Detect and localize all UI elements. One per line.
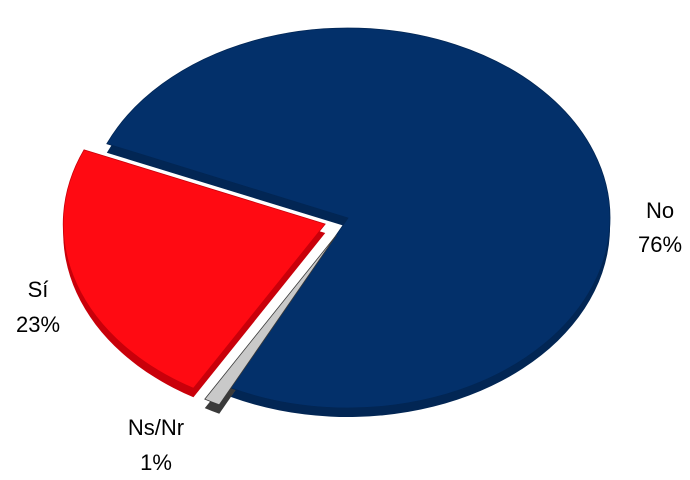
slice-label-nsnr: Ns/Nr <box>128 415 184 440</box>
pie-slice-nsnr <box>204 234 337 406</box>
slice-label-no: No <box>646 198 674 223</box>
slice-percent-no: 76% <box>638 232 682 257</box>
pie-slice-no <box>106 27 611 409</box>
pie-labels: No 76% Sí 23% Ns/Nr 1% <box>16 198 682 475</box>
slice-percent-nsnr: 1% <box>140 450 172 475</box>
pie-slice-s <box>62 149 326 389</box>
slice-percent-si: 23% <box>16 312 60 337</box>
slice-label-si: Sí <box>28 277 49 302</box>
pie-slices <box>62 27 611 418</box>
